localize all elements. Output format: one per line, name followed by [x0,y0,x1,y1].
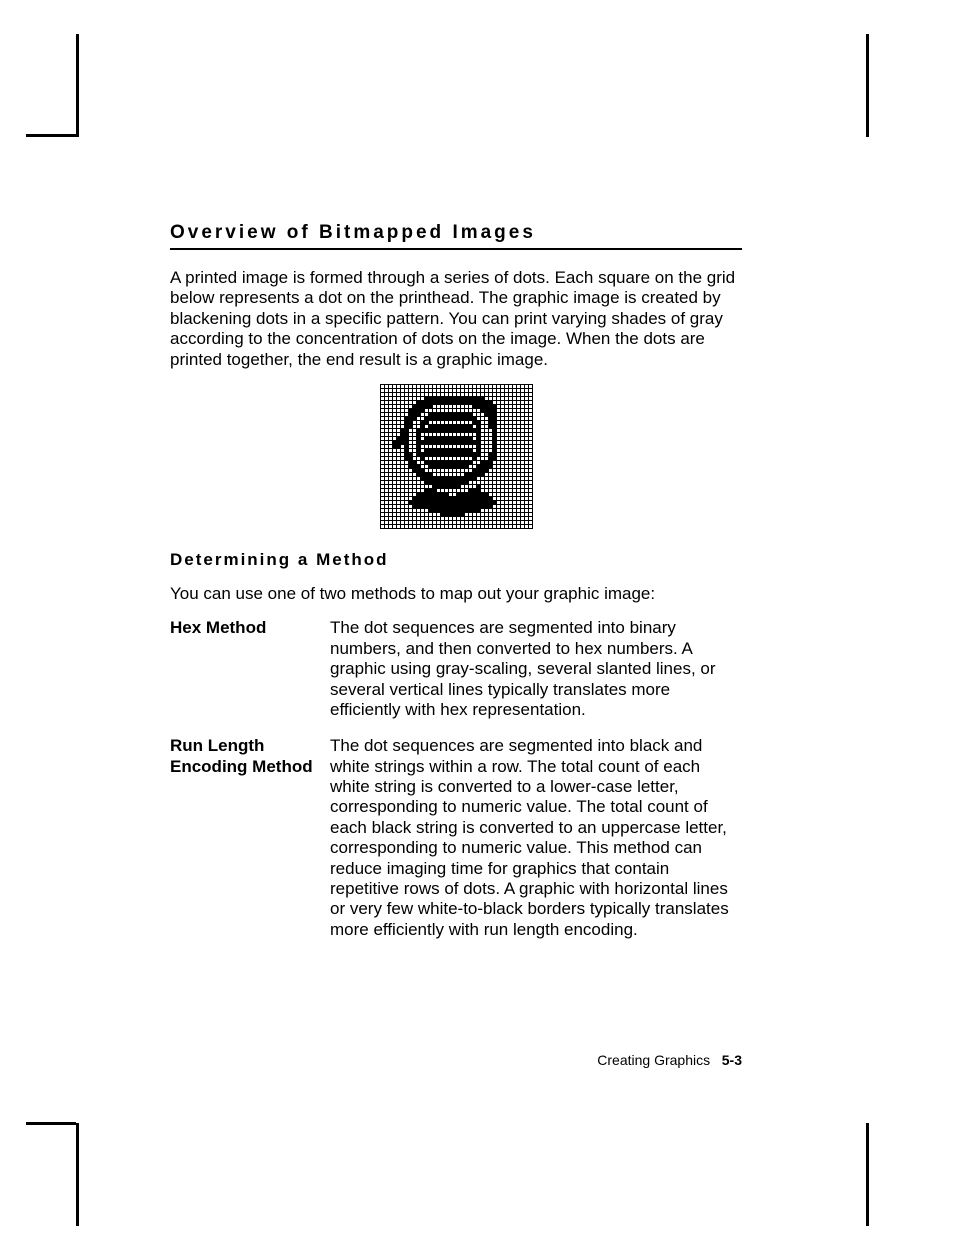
page-footer: Creating Graphics 5-3 [170,1052,742,1068]
crop-mark [76,34,79,137]
content-area: Overview of Bitmapped Images A printed i… [170,222,742,956]
definition-text: The dot sequences are segmented into bin… [330,618,742,720]
footer-section: Creating Graphics [597,1052,710,1068]
definition-term: Run Length Encoding Method [170,736,330,940]
crop-mark [76,1123,79,1226]
bitmap-grid [380,384,533,529]
page: Overview of Bitmapped Images A printed i… [0,0,954,1235]
crop-mark [26,134,76,137]
definition-row: Run Length Encoding Method The dot seque… [170,736,742,940]
bitmap-figure [170,384,742,534]
section-heading: Determining a Method [170,550,742,570]
page-title: Overview of Bitmapped Images [170,222,742,250]
definition-list: Hex Method The dot sequences are segment… [170,618,742,940]
crop-mark [866,34,869,137]
intro-paragraph: A printed image is formed through a seri… [170,268,742,370]
crop-mark [866,1123,869,1226]
sub-intro: You can use one of two methods to map ou… [170,584,742,604]
crop-mark [26,1122,76,1125]
definition-row: Hex Method The dot sequences are segment… [170,618,742,720]
definition-text: The dot sequences are segmented into bla… [330,736,742,940]
footer-page-number: 5-3 [722,1052,742,1068]
definition-term: Hex Method [170,618,330,720]
